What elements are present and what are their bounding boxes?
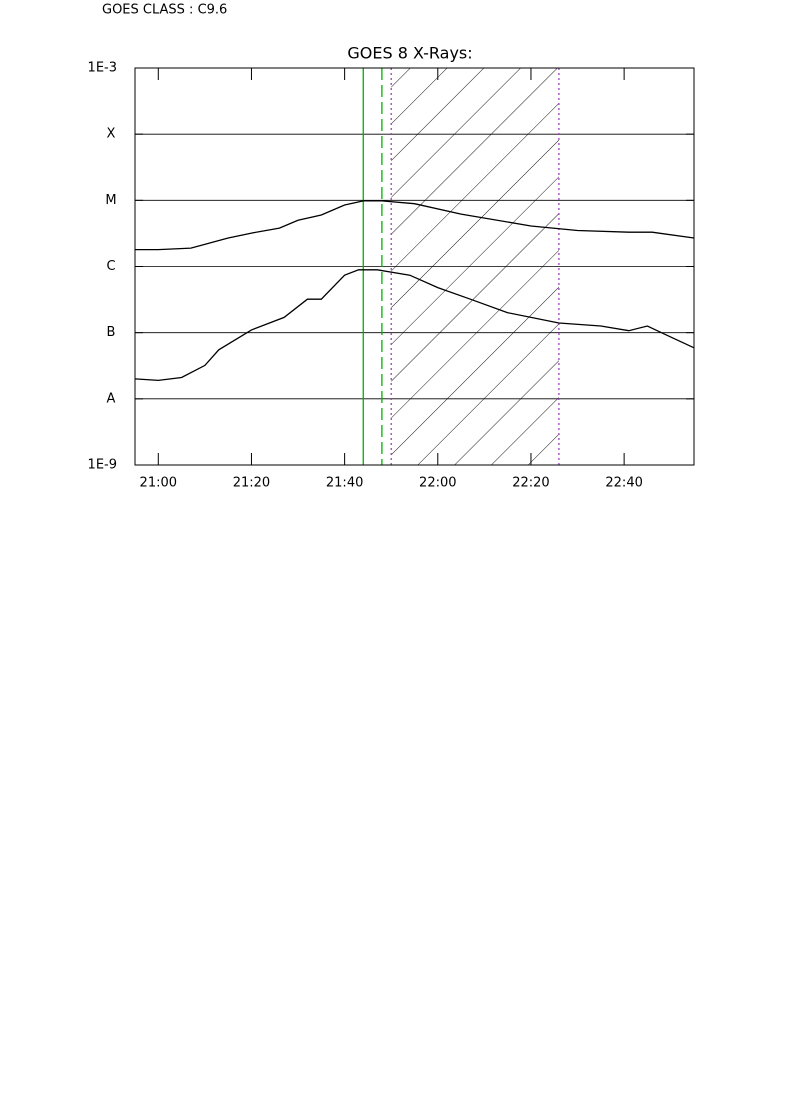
y-tick-label: B — [107, 325, 116, 340]
goes-class: GOES CLASS : C9.6 — [102, 3, 227, 18]
flux-line — [135, 200, 695, 251]
x-tick-label: 22:20 — [512, 476, 549, 491]
plot-frame — [134, 67, 695, 466]
flux-line — [134, 269, 695, 382]
y-tick-label: 1E-9 — [88, 458, 117, 473]
y-tick-label: 1E-3 — [88, 61, 117, 76]
x-tick-label: 21:20 — [233, 476, 270, 491]
chart-title: GOES 8 X-Rays: — [347, 44, 472, 63]
y-tick-label: C — [106, 259, 115, 274]
y-tick-label: A — [107, 391, 116, 406]
y-tick-label: M — [105, 193, 116, 208]
y-tick-label: X — [107, 127, 116, 142]
x-tick-label: 22:00 — [419, 476, 456, 491]
x-tick-label: 22:40 — [605, 476, 642, 491]
x-tick-label: 21:40 — [326, 476, 363, 491]
x-tick-label: 21:00 — [140, 476, 177, 491]
